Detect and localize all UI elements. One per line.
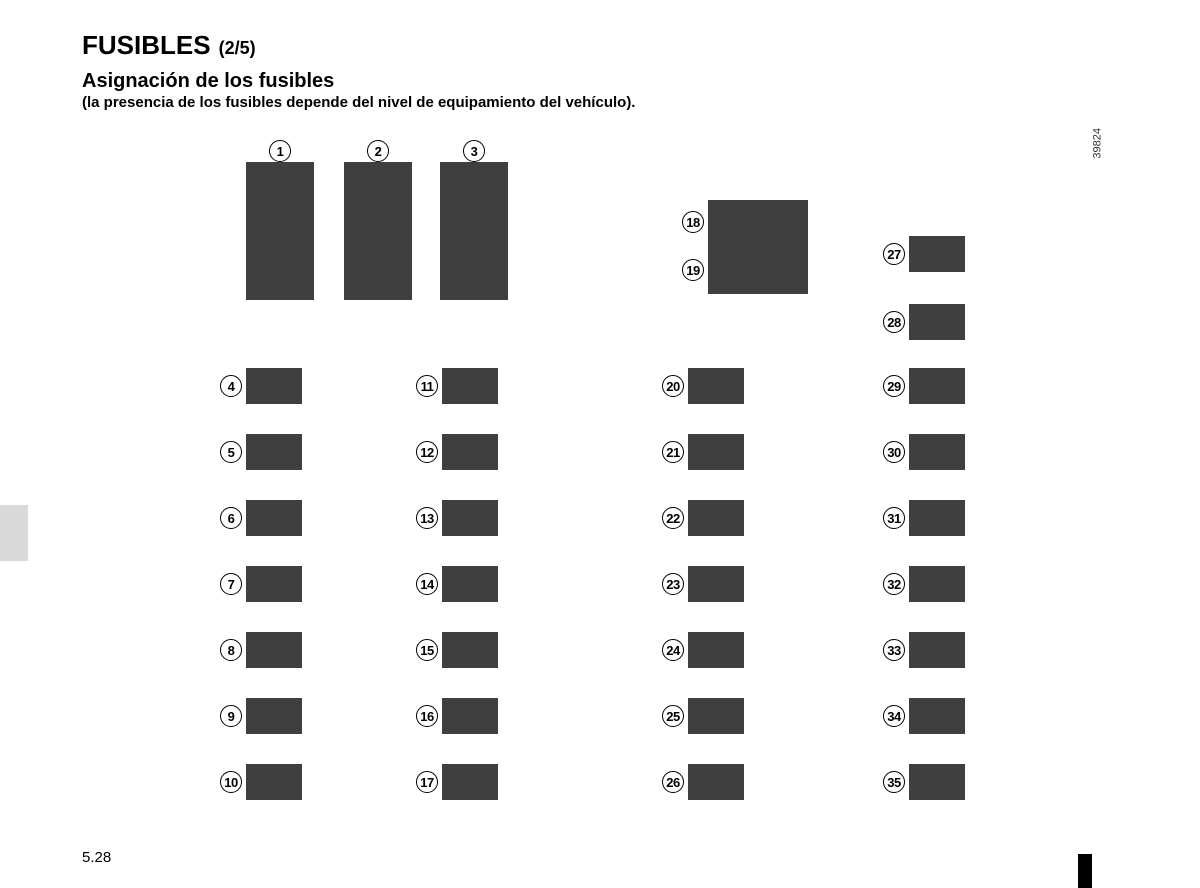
fuse-label-30: 30 xyxy=(883,441,905,463)
fuse-block-1 xyxy=(246,162,314,300)
fuse-block-15 xyxy=(442,632,498,668)
fuse-label-7: 7 xyxy=(220,573,242,595)
fuse-block-7 xyxy=(246,566,302,602)
fuse-block-27 xyxy=(909,236,965,272)
fuse-block-34 xyxy=(909,698,965,734)
fuse-diagram: 1231819272845678910111213141516172021222… xyxy=(0,0,1200,888)
fuse-label-19: 19 xyxy=(682,259,704,281)
fuse-label-24: 24 xyxy=(662,639,684,661)
fuse-label-14: 14 xyxy=(416,573,438,595)
fuse-label-8: 8 xyxy=(220,639,242,661)
fuse-label-29: 29 xyxy=(883,375,905,397)
fuse-block-24 xyxy=(688,632,744,668)
fuse-block-29 xyxy=(909,368,965,404)
document-code: 39824 xyxy=(1092,128,1104,159)
fuse-label-17: 17 xyxy=(416,771,438,793)
fuse-block-13 xyxy=(442,500,498,536)
fuse-block-4 xyxy=(246,368,302,404)
fuse-label-32: 32 xyxy=(883,573,905,595)
fuse-label-10: 10 xyxy=(220,771,242,793)
page-number: 5.28 xyxy=(82,849,111,866)
fuse-label-33: 33 xyxy=(883,639,905,661)
fuse-label-6: 6 xyxy=(220,507,242,529)
fuse-label-23: 23 xyxy=(662,573,684,595)
fuse-block-28 xyxy=(909,304,965,340)
fuse-block-26 xyxy=(688,764,744,800)
fuse-label-11: 11 xyxy=(416,375,438,397)
fuse-block-33 xyxy=(909,632,965,668)
fuse-label-26: 26 xyxy=(662,771,684,793)
fuse-label-34: 34 xyxy=(883,705,905,727)
fuse-label-28: 28 xyxy=(883,311,905,333)
fuse-block-23 xyxy=(688,566,744,602)
fuse-block-8 xyxy=(246,632,302,668)
fuse-block-30 xyxy=(909,434,965,470)
fuse-label-21: 21 xyxy=(662,441,684,463)
page-tab-left xyxy=(0,505,28,561)
fuse-block-21 xyxy=(688,434,744,470)
fuse-block-18-19 xyxy=(708,200,808,294)
fuse-block-20 xyxy=(688,368,744,404)
fuse-label-2: 2 xyxy=(367,140,389,162)
fuse-label-5: 5 xyxy=(220,441,242,463)
page-tab-right xyxy=(1078,854,1092,888)
fuse-block-17 xyxy=(442,764,498,800)
fuse-label-9: 9 xyxy=(220,705,242,727)
fuse-block-3 xyxy=(440,162,508,300)
fuse-block-6 xyxy=(246,500,302,536)
fuse-label-35: 35 xyxy=(883,771,905,793)
fuse-block-9 xyxy=(246,698,302,734)
fuse-block-11 xyxy=(442,368,498,404)
fuse-label-16: 16 xyxy=(416,705,438,727)
fuse-label-27: 27 xyxy=(883,243,905,265)
fuse-block-14 xyxy=(442,566,498,602)
fuse-label-18: 18 xyxy=(682,211,704,233)
fuse-block-22 xyxy=(688,500,744,536)
fuse-label-1: 1 xyxy=(269,140,291,162)
fuse-block-2 xyxy=(344,162,412,300)
fuse-label-25: 25 xyxy=(662,705,684,727)
fuse-label-20: 20 xyxy=(662,375,684,397)
fuse-block-16 xyxy=(442,698,498,734)
fuse-label-4: 4 xyxy=(220,375,242,397)
fuse-label-15: 15 xyxy=(416,639,438,661)
fuse-block-32 xyxy=(909,566,965,602)
fuse-block-31 xyxy=(909,500,965,536)
fuse-label-3: 3 xyxy=(463,140,485,162)
fuse-block-12 xyxy=(442,434,498,470)
fuse-block-10 xyxy=(246,764,302,800)
fuse-label-31: 31 xyxy=(883,507,905,529)
fuse-label-13: 13 xyxy=(416,507,438,529)
fuse-block-35 xyxy=(909,764,965,800)
fuse-block-25 xyxy=(688,698,744,734)
fuse-block-5 xyxy=(246,434,302,470)
fuse-label-12: 12 xyxy=(416,441,438,463)
fuse-label-22: 22 xyxy=(662,507,684,529)
